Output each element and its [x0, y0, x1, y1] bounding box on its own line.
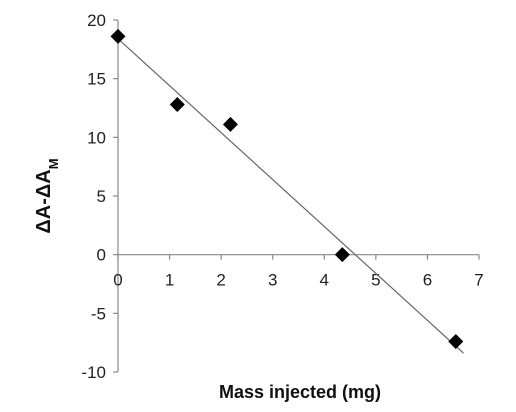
x-tick-label: 6 [423, 271, 432, 290]
data-point [448, 333, 464, 349]
x-tick-label: 1 [165, 271, 174, 290]
data-point [334, 247, 350, 263]
data-point [110, 28, 126, 44]
y-tick-label: 15 [87, 70, 106, 89]
y-tick-label: 0 [97, 246, 106, 265]
y-axis-title: ΔA-ΔAM [33, 158, 61, 233]
y-axis-title-main: ΔA-ΔA [33, 169, 55, 233]
x-axis-title: Mass injected (mg) [219, 382, 381, 402]
x-tick-label: 4 [320, 271, 329, 290]
x-tick-label: 2 [216, 271, 225, 290]
data-point [169, 96, 185, 112]
y-tick-label: -5 [91, 304, 106, 323]
x-tick-label: 0 [113, 271, 122, 290]
tick-labels: -10 -5 0 5 10 15 20 0 1 2 3 4 5 6 7 [81, 11, 483, 382]
x-tick-label: 3 [268, 271, 277, 290]
y-tick-label: -10 [81, 363, 106, 382]
x-tick-label: 7 [474, 271, 483, 290]
y-tick-label: 10 [87, 128, 106, 147]
x-tick-label: 5 [371, 271, 380, 290]
data-point [222, 116, 238, 132]
trendline [117, 38, 464, 354]
y-axis-title-subscript: M [46, 158, 61, 169]
y-tick-label: 5 [97, 187, 106, 206]
axes [113, 19, 480, 373]
y-tick-label: 20 [87, 11, 106, 30]
data-points [110, 28, 464, 349]
